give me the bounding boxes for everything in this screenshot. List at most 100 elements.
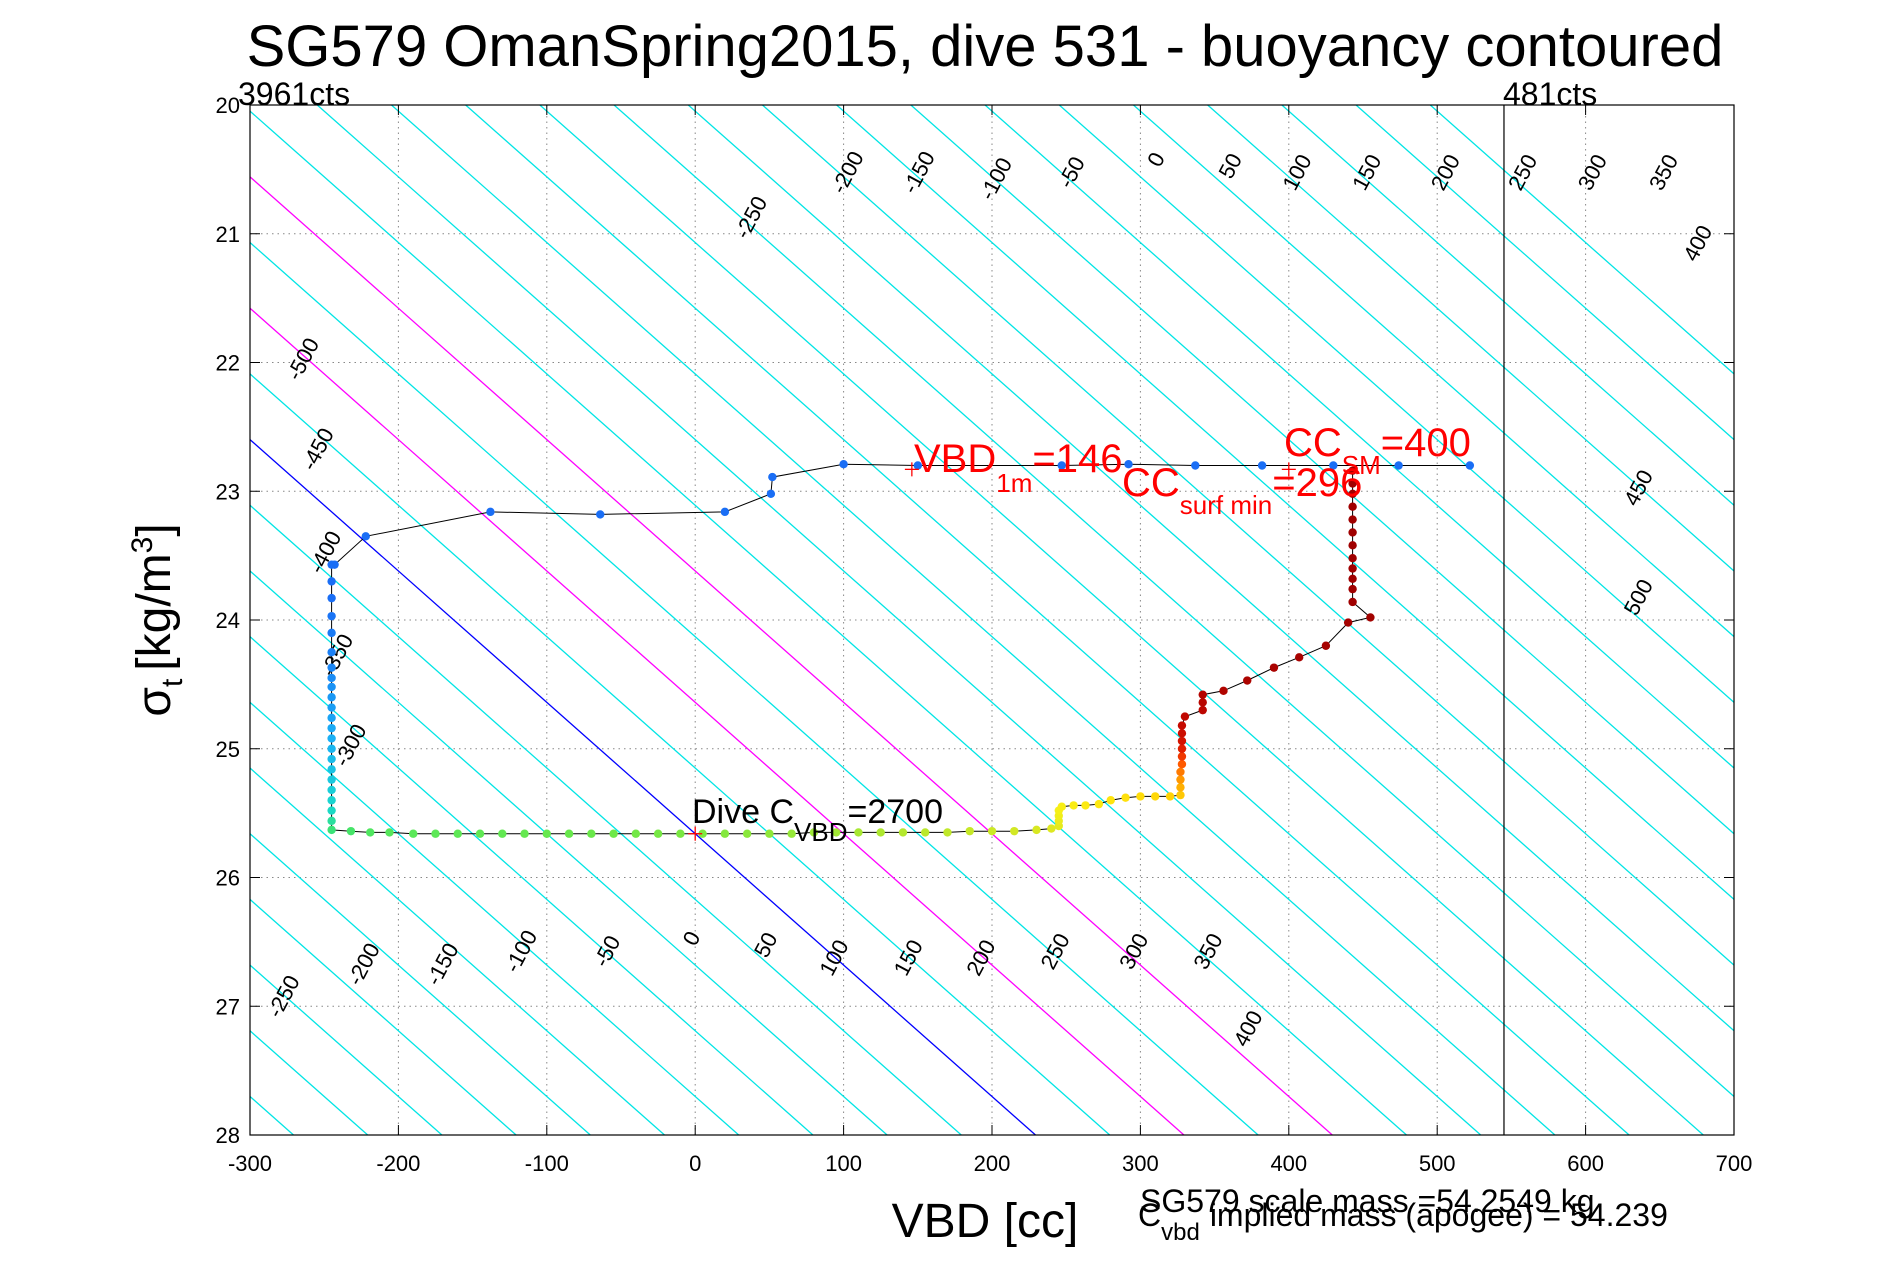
trajectory-point	[587, 829, 596, 838]
trajectory-point	[327, 647, 336, 657]
contour-line	[250, 767, 665, 1135]
trajectory-point	[631, 829, 641, 838]
contour-label: 100	[1277, 150, 1316, 194]
x-axis-label: VBD [cc]	[892, 1195, 1079, 1248]
contour-line	[250, 438, 1036, 1135]
x-tick-label: 200	[974, 1151, 1011, 1176]
y-tick-label: 22	[216, 351, 240, 376]
trajectory-point	[327, 806, 336, 815]
trajectory-point	[327, 765, 336, 774]
trajectory-point	[431, 829, 440, 838]
trajectory-point	[1321, 641, 1331, 650]
x-tick-label: -200	[376, 1151, 420, 1176]
trajectory-point	[1348, 564, 1357, 573]
trajectory-point	[1348, 584, 1357, 594]
contour-labels: -500-450-400-350-300-250-200 -150 -100 -50 0…	[262, 147, 1717, 1051]
x-tick-label: -300	[228, 1151, 272, 1176]
contour-line	[250, 635, 814, 1135]
trajectory-point	[327, 734, 336, 743]
trajectory-point	[1057, 461, 1066, 470]
trajectory-point	[1343, 618, 1353, 627]
trajectory-point	[486, 507, 495, 517]
contour-label: -50	[588, 931, 625, 971]
vbd-1m-annotation: VBD1m=146	[914, 437, 1122, 498]
trajectory-point	[609, 829, 618, 838]
trajectory-point	[1269, 663, 1279, 672]
contour-line	[391, 105, 1556, 1135]
scale-mass-footer: SG579 scale mass =54.2549 kg	[1140, 1183, 1595, 1219]
contour-label: 300	[1114, 929, 1153, 973]
contour-label: 50	[1213, 149, 1247, 182]
contour-label: 100	[814, 936, 853, 980]
contour-line	[687, 105, 1734, 1032]
contour-line	[1058, 105, 1734, 704]
contour-line	[762, 105, 1734, 966]
axis-ticks: -300 -200 -100 0 100 200 300 400 500 600 700202122…	[216, 93, 1753, 1176]
trajectory-point	[327, 611, 336, 621]
contour-line	[250, 504, 962, 1135]
trajectory-point	[839, 460, 848, 469]
contour-label: 450	[1619, 466, 1658, 510]
trajectory-point	[898, 828, 908, 837]
trajectory-point	[1394, 461, 1403, 470]
trajectory-point	[1348, 528, 1357, 537]
trajectory-point	[542, 829, 551, 838]
trajectory-point	[1177, 721, 1187, 730]
contour-line	[250, 307, 1185, 1135]
trajectory-point	[327, 593, 336, 603]
ascent-line	[334, 463, 1470, 565]
trajectory-point	[327, 713, 336, 723]
trajectory-point	[831, 828, 841, 837]
contour-label: 0	[1142, 148, 1170, 171]
trajectory-point	[943, 828, 952, 837]
trajectory-point	[1176, 790, 1185, 800]
dive-cvbd-annotation: Dive CVBD=2700	[692, 793, 943, 847]
grid-lines	[250, 105, 1734, 1135]
trajectory-point	[475, 829, 485, 838]
contour-line	[1207, 105, 1734, 572]
y-tick-label: 20	[216, 93, 240, 118]
trajectory-point	[1057, 802, 1066, 811]
contour-label: 200	[1426, 150, 1465, 194]
trajectory-point	[1106, 796, 1115, 805]
trajectory-point	[1136, 792, 1145, 801]
descent-line	[331, 470, 1372, 835]
trajectory-point	[1069, 801, 1078, 810]
trajectory-point	[1219, 686, 1228, 696]
trajectory-point	[327, 723, 336, 733]
trajectory-point	[1348, 502, 1357, 511]
cc-sm-annotation: CCSM=400	[1284, 421, 1471, 480]
trajectory-point	[720, 507, 730, 517]
contour-label: 0	[678, 927, 706, 950]
y-tick-label: 25	[216, 737, 240, 762]
vbd-limit-high-label: 481cts	[1503, 76, 1597, 112]
contour-label: -400	[304, 527, 347, 578]
trajectory-point	[498, 829, 507, 838]
y-axis-label-main: σ	[128, 687, 181, 717]
trajectory-point	[766, 489, 776, 499]
y-axis-label-close: ]	[128, 523, 181, 536]
trajectory-point	[854, 828, 863, 837]
trajectory-point	[768, 472, 777, 482]
contour-line	[250, 570, 888, 1135]
x-tick-label: 500	[1419, 1151, 1456, 1176]
trajectory-point	[327, 628, 336, 638]
trajectory-point	[653, 829, 663, 838]
trajectory-point	[1243, 676, 1252, 685]
contour-line	[465, 105, 1630, 1135]
svg-text:σt[kg/m3]: σt [kg/m3]	[126, 523, 189, 716]
trajectory-point	[409, 829, 418, 838]
contour-label: 200	[961, 936, 1000, 980]
contour-line	[250, 832, 591, 1135]
trajectory-point	[876, 828, 885, 837]
trajectory-point	[327, 682, 336, 692]
trajectory-point	[698, 829, 707, 838]
trajectory-point	[676, 829, 685, 838]
trajectory-point	[1124, 460, 1133, 469]
implied-mass-footer: Cvbd implied mass (apogee) = 54.239	[1138, 1197, 1668, 1246]
y-tick-label: 27	[216, 994, 240, 1019]
trajectory-point	[1348, 574, 1357, 583]
trajectory-point	[1329, 461, 1338, 470]
trajectory-point	[1176, 783, 1185, 792]
contour-label: 400	[1678, 221, 1717, 265]
